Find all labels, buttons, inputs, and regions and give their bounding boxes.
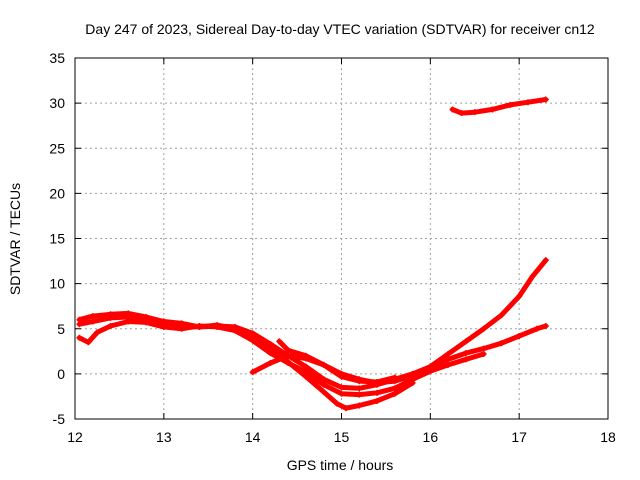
data-point (445, 356, 452, 363)
data-point (498, 312, 505, 319)
data-point (89, 318, 96, 325)
y-tick-label: -5 (53, 411, 66, 427)
data-point (107, 323, 114, 330)
y-axis-label: SDTVAR / TECUs (7, 183, 23, 295)
data-point (143, 319, 150, 326)
data-point (462, 350, 469, 357)
x-tick-label: 18 (600, 429, 616, 445)
data-point (356, 402, 363, 409)
x-axis-label: GPS time / hours (287, 457, 394, 473)
data-point (107, 314, 114, 321)
data-point (334, 400, 341, 407)
x-tick-label: 17 (511, 429, 527, 445)
data-point (342, 405, 349, 412)
data-point (449, 106, 456, 113)
y-tick-label: 15 (49, 231, 65, 247)
series-group (76, 96, 549, 412)
data-point (356, 378, 363, 385)
data-point (276, 338, 283, 345)
data-point (338, 373, 345, 380)
x-tick-label: 13 (156, 429, 172, 445)
data-point (445, 351, 452, 358)
data-point (391, 390, 398, 397)
x-tick-label: 14 (245, 429, 261, 445)
data-point (391, 374, 398, 381)
data-point (302, 369, 309, 376)
series-line (76, 310, 549, 391)
data-point (462, 356, 469, 363)
data-point (542, 257, 549, 264)
data-point (302, 363, 309, 370)
data-point (320, 376, 327, 383)
series-track-f (449, 96, 549, 117)
x-tick-label: 15 (334, 429, 350, 445)
data-point (125, 318, 132, 325)
data-point (529, 273, 536, 280)
y-tick-label: 20 (49, 185, 65, 201)
data-point (320, 361, 327, 368)
axis-ticks: 12 13 14 15 16 17 18 -5 0 5 10 15 20 25 30 35 (49, 50, 616, 445)
data-point (85, 339, 92, 346)
data-point (267, 350, 274, 357)
data-point (542, 96, 549, 103)
data-point (480, 345, 487, 352)
data-point (489, 106, 496, 113)
y-tick-label: 10 (49, 276, 65, 292)
data-point (231, 327, 238, 334)
data-point (76, 334, 83, 341)
data-point (471, 109, 478, 116)
data-point (516, 332, 523, 339)
data-point (178, 325, 185, 332)
data-point (480, 325, 487, 332)
data-point (498, 340, 505, 347)
data-point (94, 329, 101, 336)
data-point (480, 351, 487, 358)
data-point (374, 378, 381, 385)
data-point (445, 361, 452, 368)
data-point (356, 385, 363, 392)
data-point (214, 323, 221, 330)
data-point (525, 99, 532, 106)
data-point (267, 360, 274, 367)
data-point (516, 293, 523, 300)
series-track-e (276, 338, 398, 385)
data-point (302, 352, 309, 359)
data-point (542, 323, 549, 330)
data-point (320, 388, 327, 395)
data-point (533, 325, 540, 332)
data-point (458, 110, 465, 117)
data-point (160, 323, 167, 330)
y-tick-label: 25 (49, 140, 65, 156)
data-point (285, 347, 292, 354)
data-point (320, 381, 327, 388)
data-point (356, 391, 363, 398)
data-point (76, 321, 83, 328)
y-tick-label: 5 (57, 321, 65, 337)
data-point (374, 389, 381, 396)
data-point (338, 390, 345, 397)
series-track-c (76, 318, 487, 398)
data-point (249, 369, 256, 376)
data-point (285, 352, 292, 359)
data-point (391, 385, 398, 392)
chart-title: Day 247 of 2023, Sidereal Day-to-day VTE… (85, 21, 595, 37)
x-tick-label: 16 (423, 429, 439, 445)
data-point (338, 384, 345, 391)
y-tick-label: 35 (49, 50, 65, 66)
data-point (196, 323, 203, 330)
y-tick-label: 30 (49, 95, 65, 111)
y-tick-label: 0 (57, 366, 65, 382)
data-point (462, 338, 469, 345)
data-point (409, 372, 416, 379)
data-point (89, 313, 96, 320)
data-point (285, 360, 292, 367)
x-tick-label: 12 (67, 429, 83, 445)
data-point (427, 363, 434, 370)
data-point (374, 397, 381, 404)
data-point (507, 101, 514, 108)
data-point (249, 337, 256, 344)
